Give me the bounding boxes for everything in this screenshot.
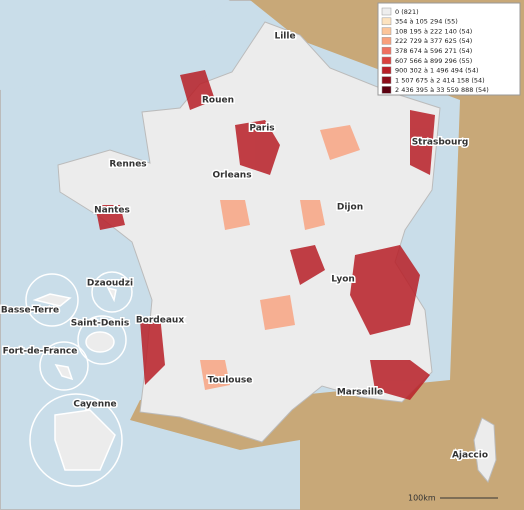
patch [180,70,215,110]
patch [260,295,295,330]
city-label: Dzaoudzi [87,279,133,289]
legend-swatch [381,17,392,26]
overseas [25,271,133,487]
city-label: Lyon [331,275,355,285]
patch [290,245,325,285]
legend-swatch [381,86,392,94]
guadeloupe [32,293,72,307]
legend-swatch [381,76,392,84]
legend-swatch [381,56,392,65]
legend-label: 607 566 à 899 296 (55) [395,57,472,65]
legend-label: 2 436 395 à 33 559 888 (54) [395,86,489,94]
choropleth-patches [95,70,435,400]
inset-circle [77,315,127,365]
legend-label: 900 302 à 1 496 494 (54) [395,67,478,75]
legend-swatch [381,7,392,16]
corsica [473,417,497,483]
mayotte [106,286,117,303]
city-label: Nantes [94,206,130,216]
inset-circle [39,341,89,391]
city-label: Toulouse [208,376,253,386]
legend-label: 222 729 à 377 625 (54) [395,37,472,45]
legend-label: 354 à 105 294 (55) [395,18,458,26]
patch [140,315,165,385]
city-label: Cayenne [73,400,116,410]
city-label: Strasbourg [412,138,469,148]
legend-label: 108 195 à 222 140 (54) [395,27,472,35]
city-label: Dijon [337,203,363,213]
legend-swatch [381,37,392,45]
city-label: Bordeaux [136,316,185,326]
legend-swatch [381,27,392,35]
martinique [54,364,74,381]
city-label: Orleans [212,171,251,181]
guyane [54,409,116,471]
city-labels: Lille Rouen Paris Strasbourg Rennes Orleans Na… [0,30,490,462]
patch [320,125,360,160]
scale-label: 100km [408,494,436,503]
city-label: Rennes [109,160,146,170]
scale-bar: 100km [408,494,498,503]
legend-box [377,2,521,96]
patch [95,205,125,230]
legend: 0 (821) 354 à 105 294 (55)108 195 à 222 1… [377,2,521,96]
city-label: Marseille [337,388,383,398]
patch [410,110,435,175]
city-label: Saint-Denis [71,319,130,329]
legend-label: 1 507 675 à 2 414 158 (54) [395,76,485,84]
reunion [85,331,115,353]
city-label: Paris [249,124,274,134]
patch [200,360,230,390]
city-label: Ajaccio [452,451,488,461]
legend-swatch [381,66,392,75]
neighbour-land [130,0,524,510]
inset-circle [25,273,79,327]
patch [235,120,280,175]
legend-swatch [381,46,392,55]
patch [220,200,250,230]
legend-label: 378 674 à 596 271 (54) [395,47,472,55]
choropleth-patches-light [200,125,360,390]
patch [300,200,325,230]
city-label: Fort-de-France [3,347,78,357]
city-label: Basse-Terre [1,306,59,316]
inset-circle [91,271,133,313]
city-label: Rouen [202,96,234,106]
legend-label: 0 (821) [395,8,419,16]
patch [350,245,420,335]
city-label: Lille [274,32,295,42]
inset-circle [29,393,123,487]
patch [370,360,430,400]
channel [0,0,230,95]
